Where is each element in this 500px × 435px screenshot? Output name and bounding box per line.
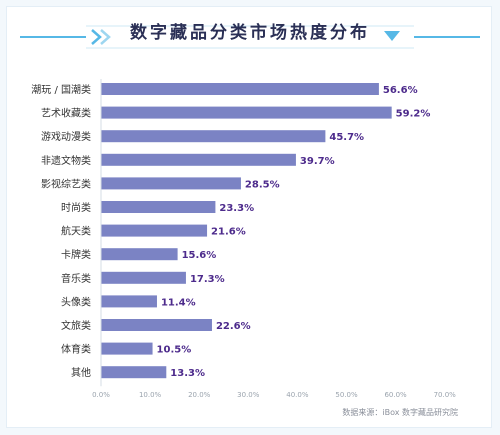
category-label: 音乐类 <box>61 272 91 285</box>
category-label: 头像类 <box>61 295 91 308</box>
triangle-down-icon <box>384 31 400 41</box>
category-label: 艺术收藏类 <box>41 107 91 120</box>
value-label: 11.4% <box>161 297 196 308</box>
x-tick-label: 40.0% <box>286 391 309 399</box>
bar <box>101 153 296 166</box>
bar <box>101 106 392 119</box>
bar <box>101 342 153 355</box>
category-label: 其他 <box>71 366 91 379</box>
category-labels: 潮玩 / 国潮类艺术收藏类游戏动漫类非遗文物类影视综艺类时尚类航天类卡牌类音乐类… <box>31 83 91 379</box>
bar <box>101 201 216 213</box>
value-label: 59.2% <box>396 109 431 120</box>
bar <box>101 83 379 95</box>
chart-frame <box>6 6 492 428</box>
x-tick-label: 50.0% <box>335 391 358 399</box>
value-label: 10.5% <box>157 345 192 356</box>
category-label: 游戏动漫类 <box>41 130 91 143</box>
title-decoration <box>20 25 480 49</box>
category-label: 航天类 <box>61 225 91 238</box>
x-tick-label: 0.0% <box>92 391 110 399</box>
bar <box>101 130 326 143</box>
category-label: 文旅类 <box>61 319 91 332</box>
category-label: 影视综艺类 <box>41 177 91 190</box>
bar-group <box>101 83 392 379</box>
bar <box>101 177 241 190</box>
category-label: 潮玩 / 国潮类 <box>31 83 91 96</box>
value-label: 45.7% <box>329 132 364 143</box>
x-tick-label: 70.0% <box>434 391 457 399</box>
x-tick-label: 60.0% <box>384 391 407 399</box>
bar <box>101 319 212 331</box>
x-tick-label: 10.0% <box>139 391 162 399</box>
chart-title: 数字藏品分类市场热度分布 <box>130 23 370 43</box>
x-tick-label: 20.0% <box>188 391 211 399</box>
value-label: 56.6% <box>383 85 418 96</box>
x-axis: 0.0% 10.0% 20.0% 30.0% 40.0% 50.0% 60.0% 70.0% <box>92 79 456 399</box>
chevron-arrows-icon <box>91 29 111 45</box>
x-tick-label: 30.0% <box>237 391 260 399</box>
data-source-note: 数据来源：iBox 数字藏品研究院 <box>342 408 458 417</box>
value-label: 23.3% <box>219 203 254 214</box>
value-label: 15.6% <box>182 250 217 261</box>
value-label: 22.6% <box>216 321 251 332</box>
bar <box>101 366 167 379</box>
bar <box>101 271 186 284</box>
value-label: 28.5% <box>245 179 280 190</box>
value-label: 39.7% <box>300 156 335 167</box>
category-label: 体育类 <box>61 343 91 356</box>
bar <box>101 224 208 237</box>
value-labels: 56.6% 59.2% 45.7% 39.7% 28.5% 23.3% 21.6% 15.6%… <box>157 85 431 379</box>
value-label: 17.3% <box>190 274 225 285</box>
bar <box>101 295 157 308</box>
category-label: 非遗文物类 <box>41 154 91 167</box>
category-label: 卡牌类 <box>61 248 91 261</box>
category-label: 时尚类 <box>61 201 91 214</box>
value-label: 21.6% <box>211 227 246 238</box>
bar <box>101 248 178 261</box>
value-label: 13.3% <box>170 368 205 379</box>
